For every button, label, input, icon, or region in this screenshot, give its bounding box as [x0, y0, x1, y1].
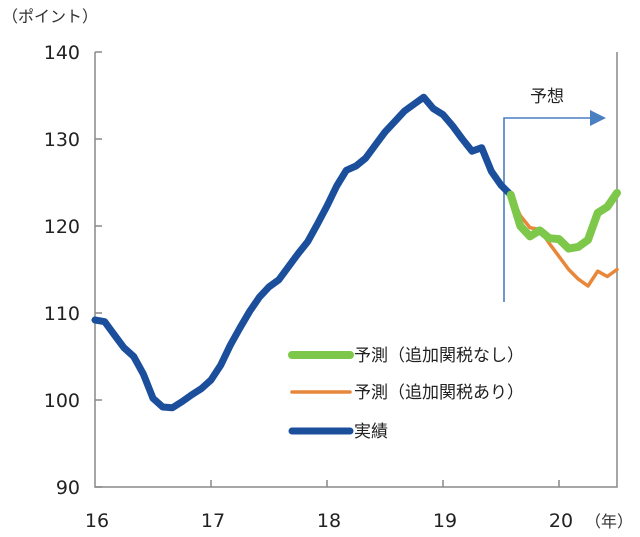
y-tick-label: 130: [44, 129, 80, 151]
x-axis-unit-label: （年）: [585, 512, 633, 531]
series-line-1: [508, 192, 619, 288]
forecast-label: 予想: [530, 87, 564, 107]
legend: 予測（追加関税なし） 予測（追加関税あり） 実績: [288, 346, 524, 442]
forecast-marker: 予想: [503, 87, 606, 302]
forecast-arrow-head: [590, 110, 606, 126]
x-tick-labels: 16 17 18 19 20: [85, 480, 573, 532]
x-tick-label: 19: [433, 510, 457, 532]
x-tick-label: 16: [85, 510, 109, 532]
legend-item-1: 予測（追加関税あり）: [290, 383, 524, 403]
legend-label: 予測（追加関税あり）: [354, 383, 524, 403]
y-tick-label: 110: [44, 303, 80, 325]
y-tick-label: 140: [44, 42, 80, 64]
legend-label: 予測（追加関税なし）: [354, 346, 524, 366]
x-tick-label: 20: [549, 510, 573, 532]
legend-label: 実績: [354, 422, 388, 442]
x-tick-label: 17: [201, 510, 225, 532]
y-tick-label: 100: [44, 390, 80, 412]
x-tick-label: 18: [317, 510, 341, 532]
y-tick-labels: 90 100 110 120 130 140: [44, 42, 102, 499]
forecast-arrow-line: [503, 117, 592, 302]
legend-item-2: 実績: [288, 422, 388, 442]
y-axis-unit-label: （ポイント）: [2, 7, 98, 26]
series-line-0: [506, 188, 621, 253]
y-tick-label: 120: [44, 216, 80, 238]
series-lines: [91, 93, 621, 412]
legend-item-0: 予測（追加関税なし）: [288, 346, 524, 366]
y-tick-label: 90: [56, 477, 80, 499]
series-line-2: [91, 93, 515, 412]
